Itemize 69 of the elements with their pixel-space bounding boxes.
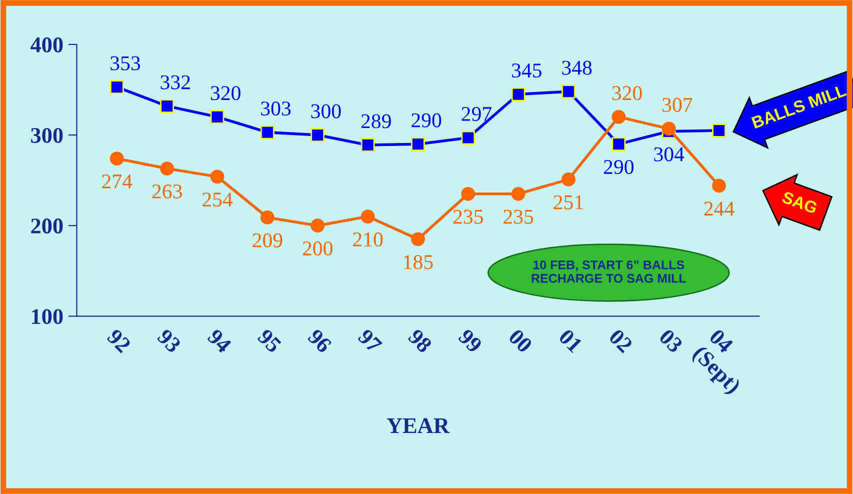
x-tick-label: 00	[508, 328, 533, 354]
data-label: 290	[604, 160, 634, 174]
point	[160, 99, 174, 113]
data-label: 251	[554, 195, 583, 210]
data-label: 300	[311, 104, 341, 118]
point	[260, 210, 274, 224]
data-label: 320	[612, 86, 642, 100]
data-label: 290	[412, 113, 442, 128]
point	[360, 138, 375, 152]
data-label: 320	[210, 86, 240, 100]
point	[712, 178, 726, 193]
annotation: 10 FEB, START 6” BALLS RECHARGE TO SAG MILL	[532, 260, 686, 283]
point	[260, 125, 274, 140]
point	[411, 137, 425, 152]
point	[160, 162, 174, 176]
data-label: 263	[152, 184, 182, 198]
x-tick-label: 92	[106, 328, 132, 354]
point	[310, 218, 325, 233]
point	[461, 130, 476, 145]
point	[411, 232, 425, 246]
x-tick-label: 03	[658, 328, 684, 354]
x-tick-label: 95	[256, 328, 282, 354]
y-tick-label: 200	[31, 218, 63, 234]
data-label: 244	[704, 202, 734, 216]
point	[562, 172, 576, 186]
x-tick-label: 97	[357, 328, 383, 354]
data-label: 235	[504, 210, 534, 224]
point	[210, 110, 224, 124]
point	[461, 186, 476, 201]
x-tick-label: 02	[608, 328, 634, 354]
point	[712, 124, 726, 138]
x-tick-label: 99	[458, 328, 483, 354]
data-label: 235	[453, 210, 483, 224]
y-tick-label: 400	[30, 37, 63, 52]
x-tick-label: 94	[206, 328, 232, 354]
data-label: 297	[462, 107, 492, 122]
data-label: 274	[102, 174, 132, 188]
y-tick-label: 100	[32, 309, 63, 324]
data-label: 289	[361, 114, 391, 128]
data-label: 353	[110, 56, 140, 70]
data-label: 307	[662, 98, 692, 112]
x-tick-label: 01	[558, 328, 583, 354]
point	[110, 80, 124, 94]
data-label: 345	[512, 64, 542, 78]
point	[360, 210, 375, 224]
x-tick-label: 93	[156, 328, 182, 354]
x-tick-label: 98	[407, 328, 433, 354]
data-label: 210	[353, 232, 383, 246]
data-label: 200	[302, 241, 332, 256]
point	[110, 152, 124, 166]
text: SAG	[781, 190, 818, 214]
data-label: 348	[562, 60, 592, 75]
point	[612, 110, 626, 124]
point	[562, 84, 576, 98]
point	[662, 122, 676, 136]
data-label: 209	[252, 233, 282, 248]
data-label: 254	[202, 192, 233, 207]
point	[511, 186, 526, 201]
point	[612, 137, 626, 152]
x-axis-title: YEAR	[386, 418, 450, 433]
y-tick-label: 300	[31, 128, 63, 143]
data-label: 185	[404, 255, 433, 270]
data-label: 304	[654, 147, 684, 162]
point	[210, 170, 224, 184]
data-label: 332	[160, 75, 190, 90]
point	[511, 87, 526, 102]
point	[310, 128, 325, 142]
x-tick-label: 96	[306, 328, 332, 354]
data-label: 303	[261, 102, 291, 116]
